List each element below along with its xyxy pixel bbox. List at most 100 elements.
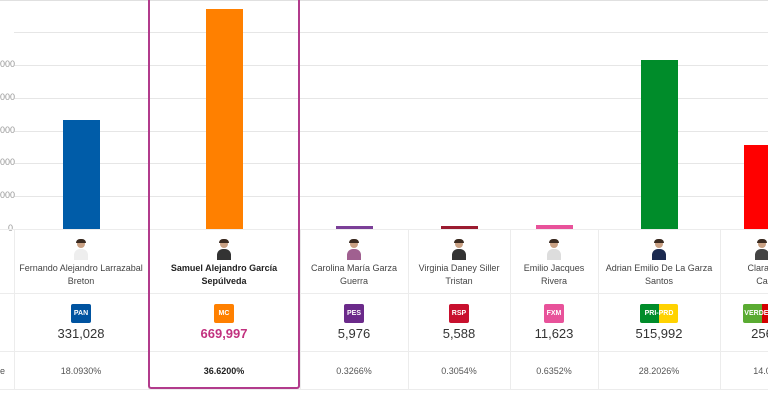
avatar-body — [652, 249, 666, 260]
gridline — [14, 32, 768, 33]
gridline — [14, 131, 768, 132]
column-divider — [300, 229, 301, 389]
party-logo: MC — [214, 304, 234, 323]
bar — [743, 145, 768, 229]
candidate-name-line1: Emilio Jacques — [523, 263, 585, 273]
candidate-name-line1: Virginia Daney Siller — [418, 263, 500, 273]
avatar-head — [77, 240, 85, 248]
gridline — [14, 98, 768, 99]
candidate-name: Emilio Jacques Rivera — [484, 262, 624, 288]
avatar-head — [655, 240, 663, 248]
candidate-name-line1: Clara L — [747, 263, 768, 273]
candidate-avatar — [753, 238, 768, 260]
gridline — [14, 65, 768, 66]
avatar-hair — [76, 239, 86, 243]
candidate-name-line2: Rivera — [540, 276, 567, 286]
candidate-name: Adrian Emilio De La Garza Santos — [589, 262, 729, 288]
candidate-avatar — [450, 238, 468, 260]
avatar-body — [452, 249, 466, 260]
avatar-head — [758, 240, 766, 248]
party-logo: FXM — [544, 304, 564, 323]
column-divider — [510, 229, 511, 389]
bar — [62, 120, 100, 229]
bar — [640, 59, 678, 229]
party-logo: PAN — [71, 304, 91, 323]
candidate-name: Clara L Ca — [692, 262, 768, 288]
column-divider — [408, 229, 409, 389]
row-divider — [0, 293, 768, 294]
candidate-name: Virginia Daney Siller Tristan — [389, 262, 529, 288]
y-tick-label: 000 — [0, 92, 16, 102]
candidate-name-line2: Tristan — [445, 276, 473, 286]
top-border — [0, 0, 768, 1]
avatar-head — [455, 240, 463, 248]
avatar-head — [550, 240, 558, 248]
vote-percentage: 18.0930% — [60, 366, 102, 376]
candidate-avatar — [215, 238, 233, 260]
vote-count: 515,992 — [635, 326, 683, 341]
row-label: e — [0, 366, 6, 376]
gridline — [14, 163, 768, 164]
candidate-name-line2: Ca — [756, 276, 768, 286]
candidate-name-line1: Fernando Alejandro Larrazabal — [19, 263, 143, 273]
avatar-body — [74, 249, 88, 260]
avatar-hair — [549, 239, 559, 243]
avatar-body — [547, 249, 561, 260]
y-tick-label: 000 — [0, 59, 16, 69]
candidate-name-line2: Guerra — [339, 276, 368, 286]
vote-percentage: 0.3266% — [336, 366, 372, 376]
avatar-body — [755, 249, 768, 260]
gridline — [14, 196, 768, 197]
row-divider — [0, 389, 768, 390]
y-tick-label: 0 — [7, 223, 13, 233]
column-divider — [598, 229, 599, 389]
party-logo: RSP — [449, 304, 469, 323]
candidate-name-line1: Adrian Emilio De La Garza — [605, 263, 713, 273]
bar — [440, 226, 478, 229]
y-tick-label: 000 — [0, 157, 16, 167]
bar — [535, 225, 573, 229]
candidate-name-line1: Carolina María Garza — [310, 263, 398, 273]
vote-percentage: 0.3054% — [441, 366, 477, 376]
winner-highlight — [148, 0, 300, 389]
vote-percentage: 36.6200% — [203, 366, 245, 376]
party-logo: VERDE-PT — [743, 304, 768, 323]
y-tick-label: 000 — [0, 125, 16, 135]
vote-count: 669,997 — [200, 326, 248, 341]
row-divider — [0, 351, 768, 352]
candidate-name-line1: Samuel Alejandro García — [170, 263, 278, 273]
vote-percentage: 28.2026% — [638, 366, 680, 376]
bar — [335, 226, 373, 229]
avatar-head — [220, 240, 228, 248]
party-logo: PES — [344, 304, 364, 323]
vote-percentage: 14.0 — [753, 366, 768, 376]
candidate-name-line2: Santos — [644, 276, 674, 286]
column-divider — [720, 229, 721, 389]
candidate-name: Samuel Alejandro García Sepúlveda — [154, 262, 294, 288]
avatar-hair — [454, 239, 464, 243]
avatar-hair — [219, 239, 229, 243]
candidate-avatar — [650, 238, 668, 260]
vote-count: 331,028 — [57, 326, 105, 341]
avatar-head — [350, 240, 358, 248]
vote-count: 5,976 — [337, 326, 371, 341]
candidate-avatar — [72, 238, 90, 260]
vote-percentage: 0.6352% — [536, 366, 572, 376]
candidate-name: Carolina María Garza Guerra — [284, 262, 424, 288]
vote-count: 5,588 — [442, 326, 476, 341]
candidate-avatar — [545, 238, 563, 260]
bar — [205, 9, 243, 229]
vote-count: 256 — [751, 326, 768, 341]
candidate-name: Fernando Alejandro Larrazabal Breton — [11, 262, 151, 288]
candidate-name-line2: Breton — [67, 276, 95, 286]
avatar-hair — [349, 239, 359, 243]
avatar-body — [347, 249, 361, 260]
row-divider — [0, 229, 768, 230]
y-tick-label: 000 — [0, 190, 16, 200]
candidate-name-line2: Sepúlveda — [201, 276, 247, 286]
party-logo: PRI-PRD — [640, 304, 678, 323]
column-divider — [14, 229, 15, 389]
candidate-avatar — [345, 238, 363, 260]
avatar-hair — [757, 239, 767, 243]
